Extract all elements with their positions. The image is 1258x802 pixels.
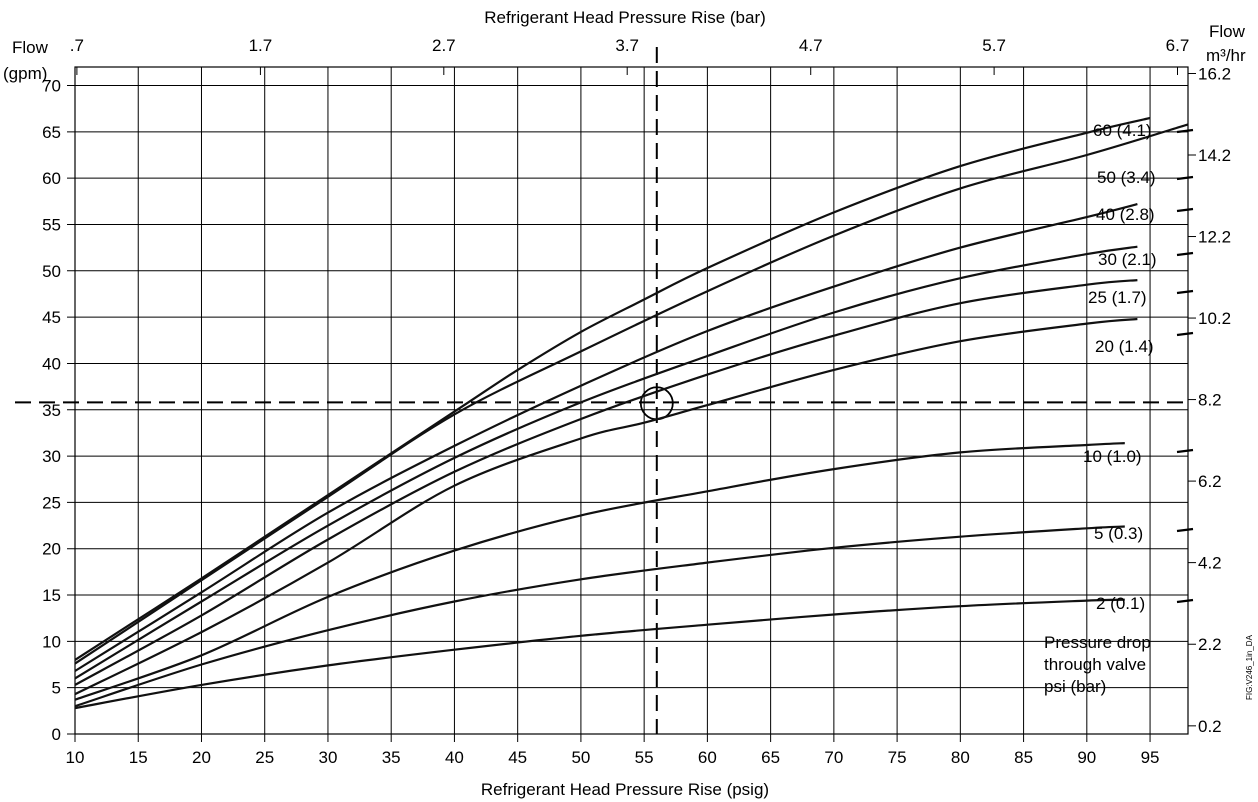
x-tick-label: 25 xyxy=(255,748,274,767)
series-label-tick xyxy=(1176,598,1194,604)
x-tick-label: 30 xyxy=(318,748,337,767)
x-tick-label: 70 xyxy=(824,748,843,767)
y2-tick-label: 12.2 xyxy=(1198,228,1231,247)
y2-tick-label: 2.2 xyxy=(1198,635,1222,654)
x-tick-label: 50 xyxy=(571,748,590,767)
series-label: 50 (3.4) xyxy=(1097,168,1156,187)
y-tick-label: 35 xyxy=(42,401,61,420)
series-line xyxy=(74,442,1125,701)
y2-axis-title-line2: m³/hr xyxy=(1206,46,1246,65)
series-label: 60 (4.1) xyxy=(1093,121,1152,140)
x-tick-label: 60 xyxy=(698,748,717,767)
y2-tick-label: 6.2 xyxy=(1198,472,1222,491)
y2-tick-label: 8.2 xyxy=(1198,391,1222,410)
y2-tick-label: 16.2 xyxy=(1198,64,1231,83)
y2-tick-label: 4.2 xyxy=(1198,554,1222,573)
x-tick-label: 75 xyxy=(888,748,907,767)
y-tick-label: 45 xyxy=(42,308,61,327)
x-tick-label: 40 xyxy=(445,748,464,767)
x-tick-label: 20 xyxy=(192,748,211,767)
series-label: 2 (0.1) xyxy=(1096,594,1145,613)
x-tick-label: 15 xyxy=(129,748,148,767)
y-tick-label: 15 xyxy=(42,586,61,605)
series-curves xyxy=(74,116,1189,710)
series-label-tick xyxy=(1176,175,1194,181)
x-tick-label: 95 xyxy=(1141,748,1160,767)
series-label-tick xyxy=(1176,289,1194,295)
series-line xyxy=(74,317,1138,696)
annotation-line3: psi (bar) xyxy=(1044,677,1106,696)
x-tick-label: 45 xyxy=(508,748,527,767)
y-axis-title-line1: Flow xyxy=(12,38,49,57)
x-tick-label: 80 xyxy=(951,748,970,767)
series-label-tick xyxy=(1176,331,1194,337)
y-tick-label: 30 xyxy=(42,447,61,466)
grid xyxy=(67,66,1189,735)
series-line xyxy=(74,525,1125,708)
y-tick-label: 5 xyxy=(52,679,61,698)
series-label: 5 (0.3) xyxy=(1094,524,1143,543)
y-tick-label: 50 xyxy=(42,262,61,281)
series-line xyxy=(74,123,1189,665)
annotation-line2: through valve xyxy=(1044,655,1146,674)
x-tick-label: 55 xyxy=(635,748,654,767)
x2-tick-label: .7 xyxy=(70,36,84,55)
y-tick-label: 20 xyxy=(42,540,61,559)
x2-tick-label: 4.7 xyxy=(799,36,823,55)
series-line xyxy=(74,203,1138,672)
y-tick-label: 40 xyxy=(42,354,61,373)
y-tick-label: 65 xyxy=(42,123,61,142)
x2-tick-label: 3.7 xyxy=(615,36,639,55)
x-tick-label: 85 xyxy=(1014,748,1033,767)
series-line xyxy=(74,245,1138,680)
series-line xyxy=(74,279,1138,686)
series-line xyxy=(74,116,1151,661)
figure-id: FIG:V246_1in_DA xyxy=(1245,634,1254,700)
series-label-tick xyxy=(1176,527,1194,533)
series-label: 10 (1.0) xyxy=(1083,447,1142,466)
y-tick-label: 55 xyxy=(42,215,61,234)
y-tick-label: 0 xyxy=(52,725,61,744)
x2-axis-title: Refrigerant Head Pressure Rise (bar) xyxy=(484,8,766,27)
x-tick-label: 90 xyxy=(1077,748,1096,767)
series-label: 30 (2.1) xyxy=(1098,250,1157,269)
x2-tick-label: 6.7 xyxy=(1166,36,1190,55)
reference-lines xyxy=(15,47,1188,734)
y2-tick-label: 0.2 xyxy=(1198,717,1222,736)
y2-tick-label: 14.2 xyxy=(1198,146,1231,165)
tick-labels: 10 15 20 25 30 35 40 45 50 55 60 65 70 75 80 85 90 95 0 5 10… xyxy=(42,36,1231,767)
y-tick-label: 60 xyxy=(42,169,61,188)
x-tick-label: 65 xyxy=(761,748,780,767)
series-label-tick xyxy=(1176,128,1194,134)
series-label: 20 (1.4) xyxy=(1095,337,1154,356)
x-tick-label: 10 xyxy=(66,748,85,767)
y2-axis-title-line1: Flow xyxy=(1209,22,1246,41)
x-tick-label: 35 xyxy=(382,748,401,767)
series-label-tick xyxy=(1176,207,1194,213)
annotation-line1: Pressure drop xyxy=(1044,633,1151,652)
y2-tick-label: 10.2 xyxy=(1198,309,1231,328)
y-axis-title-line2: (gpm) xyxy=(3,64,47,83)
series-label-tick xyxy=(1176,251,1194,257)
x2-tick-label: 1.7 xyxy=(249,36,273,55)
series-line xyxy=(74,598,1125,710)
series-label-tick xyxy=(1176,448,1194,454)
x-axis-title: Refrigerant Head Pressure Rise (psig) xyxy=(481,780,769,799)
y-tick-label: 10 xyxy=(42,632,61,651)
x2-tick-label: 5.7 xyxy=(982,36,1006,55)
series-labels: 60 (4.1) 50 (3.4) 40 (2.8) 30 (2.1) 25 (1.7)… xyxy=(1083,121,1194,613)
series-label: 25 (1.7) xyxy=(1088,288,1147,307)
y-tick-label: 70 xyxy=(42,77,61,96)
y-tick-label: 25 xyxy=(42,493,61,512)
series-label: 40 (2.8) xyxy=(1096,205,1155,224)
x2-tick-label: 2.7 xyxy=(432,36,456,55)
